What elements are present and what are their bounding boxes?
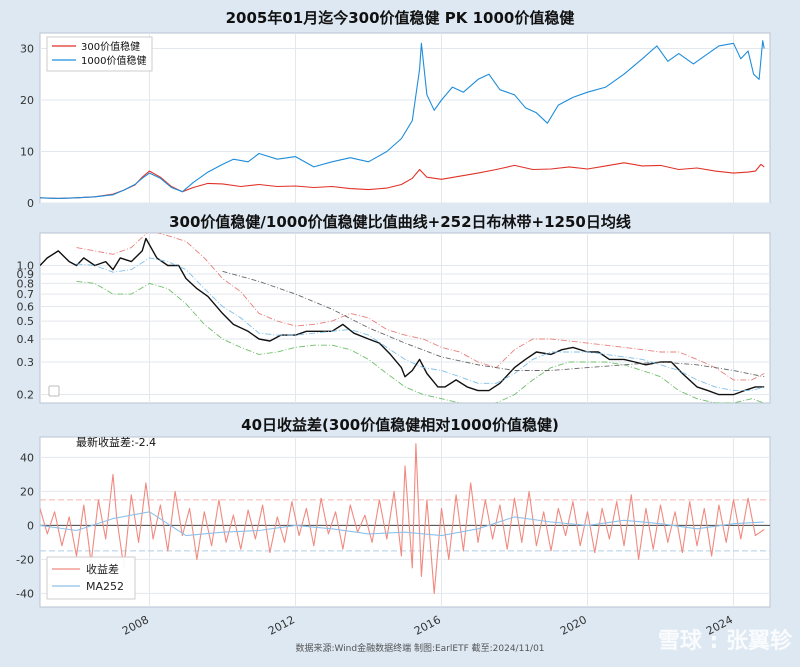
y-tick-label: -20 [16,553,34,566]
y-tick-label: 1.0 [17,260,35,273]
y-tick-label: 20 [20,94,34,107]
y-tick-label: 0.5 [17,315,35,328]
legend-label: 1000价值稳健 [81,54,146,67]
y-tick-label: 30 [20,42,34,55]
series-line-2 [76,233,765,381]
series-line-1 [40,162,765,199]
panel-1-plot-area [39,32,771,204]
legend-label: 收益差 [86,562,119,576]
panel-2-title: 300价值稳健/1000价值稳健比值曲线+252日布林带+1250日均线 [169,213,631,231]
legend-label: MA252 [86,580,124,593]
panel-3: 2008 2012 2016 2020 2024 [39,436,771,638]
legend-box [46,556,136,600]
y-tick-label: 0.2 [17,389,35,402]
series-line-4 [76,257,765,392]
legend-label: 300价值稳健 [81,40,140,53]
latest-spread-note: 最新收益差:-2.4 [76,435,156,449]
y-tick-label: 0.4 [17,333,35,346]
y-tick-label: 0.9 [17,268,35,281]
panel-1-title: 2005年01月迄今300价值稳健 PK 1000价值稳健 [226,9,575,27]
panel-2 [39,232,771,404]
panel-3-title: 40日收益差(300价值稳健相对1000价值稳健) [241,416,559,434]
y-tick-label: 0 [27,519,34,532]
watermark-text: 雪球 : 张翼轸 [658,628,793,654]
y-tick-label: 10 [20,145,34,158]
y-tick-label: 20 [20,485,34,498]
legend-box-empty [48,385,60,397]
series-line-5 [222,270,765,378]
y-tick-label: 40 [20,451,34,464]
source-text: 数据来源:Wind金融数据终端 制图:EarlETF 截至:2024/11/01 [295,642,544,654]
y-tick-label: 0 [27,197,34,210]
series-line-1 [40,237,765,396]
y-tick-label: -40 [16,587,34,600]
legend-box [46,36,153,72]
series-line-2 [40,511,765,537]
series-line-2 [40,40,765,199]
y-tick-label: 0.6 [17,300,35,313]
y-tick-label: 0.3 [17,356,35,369]
series-line-1 [40,443,765,594]
y-tick-label: 0.8 [17,277,35,290]
panel-1 [39,32,771,204]
y-tick-label: 0.7 [17,288,35,301]
